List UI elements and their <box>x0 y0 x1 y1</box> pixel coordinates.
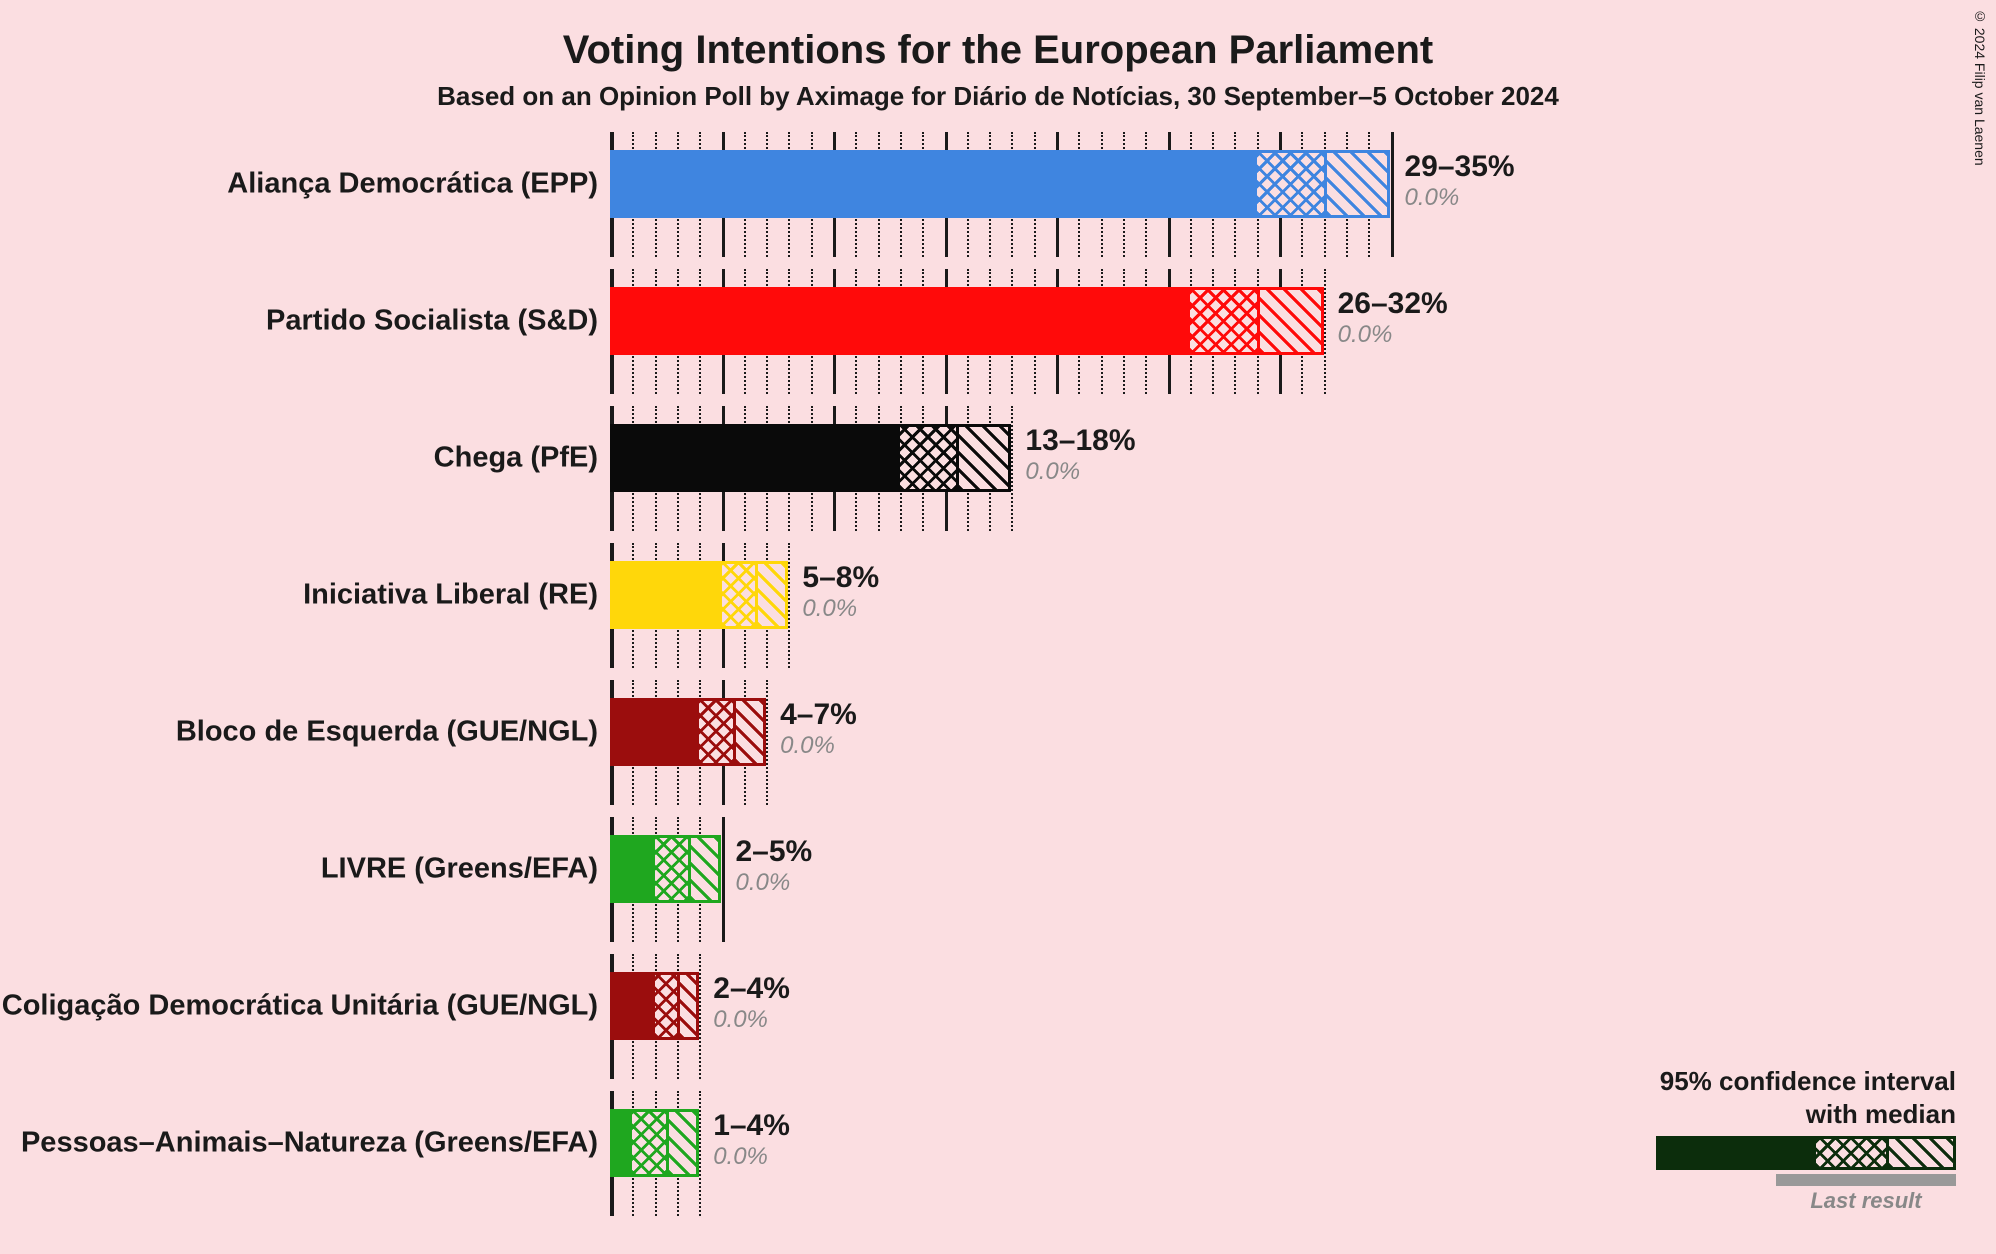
chart-row: Aliança Democrática (EPP)29–35%0.0% <box>610 120 1970 248</box>
bar-solid-segment <box>610 835 655 903</box>
range-value-label: 5–8% <box>802 561 879 595</box>
legend-line-1: 95% confidence interval <box>1656 1065 1956 1098</box>
party-label: Chega (PfE) <box>434 442 610 475</box>
bar-crosshatch-segment <box>1190 287 1257 355</box>
gridline-minor <box>699 1091 701 1216</box>
gridline-minor <box>766 680 768 805</box>
chart-row: Chega (PfE)13–18%0.0% <box>610 394 1970 522</box>
party-label: Coligação Democrática Unitária (GUE/NGL) <box>2 990 610 1023</box>
party-label: Pessoas–Animais–Natureza (Greens/EFA) <box>21 1127 610 1160</box>
last-result-label: 0.0% <box>1405 184 1460 212</box>
chart-legend: 95% confidence interval with median Last… <box>1656 1065 1956 1214</box>
range-value-label: 13–18% <box>1025 424 1135 458</box>
range-value-label: 2–4% <box>713 972 790 1006</box>
gridline-minor <box>1324 269 1326 394</box>
bar-crosshatch-segment <box>655 835 688 903</box>
bar-crosshatch-segment <box>655 972 677 1040</box>
last-result-label: 0.0% <box>1338 321 1393 349</box>
last-result-label: 0.0% <box>802 595 857 623</box>
chart-row: Coligação Democrática Unitária (GUE/NGL)… <box>610 942 1970 1070</box>
bar-diagonal-segment <box>1324 150 1391 218</box>
gridline-major <box>1391 132 1394 257</box>
party-label: Partido Socialista (S&D) <box>266 305 610 338</box>
bar-solid-segment <box>610 1109 632 1177</box>
range-value-label: 1–4% <box>713 1109 790 1143</box>
party-label: LIVRE (Greens/EFA) <box>321 853 610 886</box>
bar-diagonal-segment <box>755 561 788 629</box>
range-value-label: 2–5% <box>736 835 813 869</box>
bar-crosshatch-segment <box>722 561 755 629</box>
range-value-label: 29–35% <box>1405 150 1515 184</box>
legend-last-result-label: Last result <box>1776 1188 1956 1214</box>
range-value-label: 4–7% <box>780 698 857 732</box>
bar-diagonal-segment <box>1257 287 1324 355</box>
party-label: Iniciativa Liberal (RE) <box>303 579 610 612</box>
bar-solid-segment <box>610 424 900 492</box>
bar-diagonal-segment <box>666 1109 699 1177</box>
gridline-minor <box>788 543 790 668</box>
party-label: Bloco de Esquerda (GUE/NGL) <box>176 716 610 749</box>
legend-diagonal-segment <box>1886 1136 1956 1170</box>
bar-crosshatch-segment <box>1257 150 1324 218</box>
bar-solid-segment <box>610 972 655 1040</box>
bar-crosshatch-segment <box>699 698 732 766</box>
bar-diagonal-segment <box>956 424 1012 492</box>
chart-row: LIVRE (Greens/EFA)2–5%0.0% <box>610 805 1970 933</box>
bar-solid-segment <box>610 561 722 629</box>
chart-row: Bloco de Esquerda (GUE/NGL)4–7%0.0% <box>610 668 1970 796</box>
bar-diagonal-segment <box>733 698 766 766</box>
gridline-minor <box>1011 406 1013 531</box>
chart-title: Voting Intentions for the European Parli… <box>0 0 1996 73</box>
bar-solid-segment <box>610 150 1257 218</box>
chart-subtitle: Based on an Opinion Poll by Aximage for … <box>0 81 1996 112</box>
bar-diagonal-segment <box>688 835 721 903</box>
legend-crosshatch-segment <box>1816 1136 1886 1170</box>
bar-crosshatch-segment <box>632 1109 665 1177</box>
chart-row: Iniciativa Liberal (RE)5–8%0.0% <box>610 531 1970 659</box>
bar-solid-segment <box>610 698 699 766</box>
legend-solid-segment <box>1656 1136 1816 1170</box>
last-result-label: 0.0% <box>780 732 835 760</box>
chart-row: Partido Socialista (S&D)26–32%0.0% <box>610 257 1970 385</box>
last-result-label: 0.0% <box>713 1143 768 1171</box>
party-label: Aliança Democrática (EPP) <box>227 168 610 201</box>
gridline-minor <box>699 954 701 1079</box>
copyright-text: © 2024 Filip van Laenen <box>1972 8 1988 166</box>
legend-line-2: with median <box>1656 1098 1956 1131</box>
legend-ci-bar <box>1656 1136 1956 1170</box>
range-value-label: 26–32% <box>1338 287 1448 321</box>
last-result-label: 0.0% <box>1025 458 1080 486</box>
bar-solid-segment <box>610 287 1190 355</box>
gridline-major <box>722 817 725 942</box>
bar-diagonal-segment <box>677 972 699 1040</box>
bar-crosshatch-segment <box>900 424 956 492</box>
chart-plot-area: Aliança Democrática (EPP)29–35%0.0%Parti… <box>610 120 1970 1220</box>
last-result-label: 0.0% <box>713 1006 768 1034</box>
legend-last-result-bar <box>1776 1174 1956 1186</box>
last-result-label: 0.0% <box>736 869 791 897</box>
